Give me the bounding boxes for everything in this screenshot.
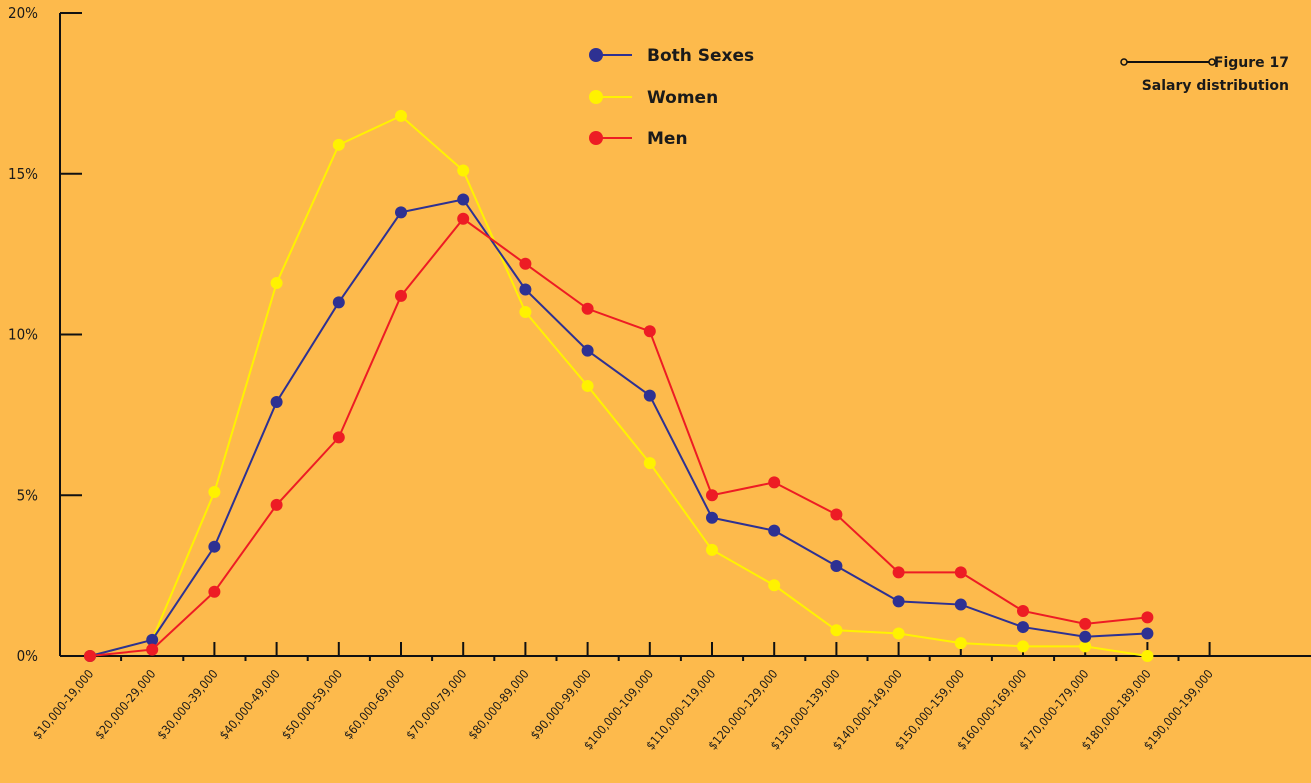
legend: Both Sexes Women Men: [589, 46, 754, 149]
data-point: [1079, 617, 1092, 630]
data-point: [581, 344, 594, 357]
data-point: [954, 598, 967, 611]
data-point: [768, 476, 781, 489]
y-axis-ticks: 0% 5% 10% 15% 20%: [8, 4, 82, 665]
series-line: [89, 114, 1148, 657]
y-tick-label: 0%: [17, 647, 39, 665]
data-point: [1141, 627, 1154, 640]
legend-label: Women: [647, 88, 718, 108]
legend-marker: [589, 131, 603, 145]
data-point: [581, 302, 594, 315]
figure-connector-start: [1120, 58, 1128, 66]
data-point: [706, 511, 718, 524]
figure-caption: Figure 17 Salary distribution: [1120, 55, 1289, 94]
data-point: [332, 138, 345, 151]
data-point: [395, 109, 407, 122]
data-point: [643, 325, 656, 338]
figure-label: Figure 17: [1214, 55, 1289, 71]
data-point: [768, 524, 781, 537]
data-point: [84, 650, 96, 662]
data-point: [208, 486, 221, 499]
legend-item: Both Sexes: [589, 46, 754, 66]
data-point: [1017, 621, 1029, 634]
y-tick-label: 20%: [8, 4, 38, 22]
legend-item: Women: [589, 88, 718, 108]
data-point: [830, 624, 843, 637]
data-point: [706, 489, 718, 502]
data-point: [768, 579, 781, 592]
data-point: [208, 585, 221, 598]
data-point: [1079, 630, 1092, 643]
y-tick-label: 15%: [8, 165, 38, 183]
data-point: [954, 637, 967, 650]
series-men: [84, 212, 1154, 662]
data-point: [395, 206, 407, 219]
data-point: [892, 566, 905, 579]
data-point: [270, 277, 283, 290]
data-point: [830, 508, 843, 521]
data-point: [706, 543, 718, 556]
data-point: [1141, 650, 1154, 662]
data-point: [581, 379, 594, 392]
series-line: [89, 198, 1148, 657]
series-women: [84, 109, 1154, 662]
legend-marker: [589, 48, 603, 62]
data-point: [519, 257, 532, 270]
data-point: [830, 559, 843, 572]
data-point: [892, 595, 905, 608]
legend-item: Men: [589, 129, 688, 149]
data-point: [332, 296, 345, 309]
data-point: [643, 457, 656, 470]
data-point: [146, 643, 159, 656]
data-point: [208, 540, 221, 553]
data-point: [395, 289, 407, 302]
data-point: [1017, 640, 1029, 653]
data-point: [892, 627, 905, 640]
series-line: [89, 217, 1148, 657]
data-point: [1017, 604, 1029, 617]
series-lines: [84, 109, 1154, 662]
legend-label: Men: [647, 129, 688, 149]
data-point: [519, 283, 532, 296]
data-point: [457, 193, 470, 206]
legend-label: Both Sexes: [647, 46, 754, 66]
figure-caption-text: Salary distribution: [1142, 78, 1289, 94]
data-point: [270, 396, 283, 409]
y-tick-label: 5%: [17, 486, 39, 504]
data-point: [643, 389, 656, 402]
data-point: [270, 498, 283, 511]
legend-marker: [589, 90, 603, 104]
data-point: [332, 431, 345, 444]
figure-connector-end: [1208, 58, 1216, 66]
data-point: [457, 164, 470, 177]
data-point: [146, 633, 159, 646]
y-tick-label: 10%: [8, 326, 38, 344]
data-point: [1079, 640, 1092, 653]
data-point: [457, 212, 470, 225]
data-point: [954, 566, 967, 579]
data-point: [1141, 611, 1154, 624]
data-point: [519, 305, 532, 318]
